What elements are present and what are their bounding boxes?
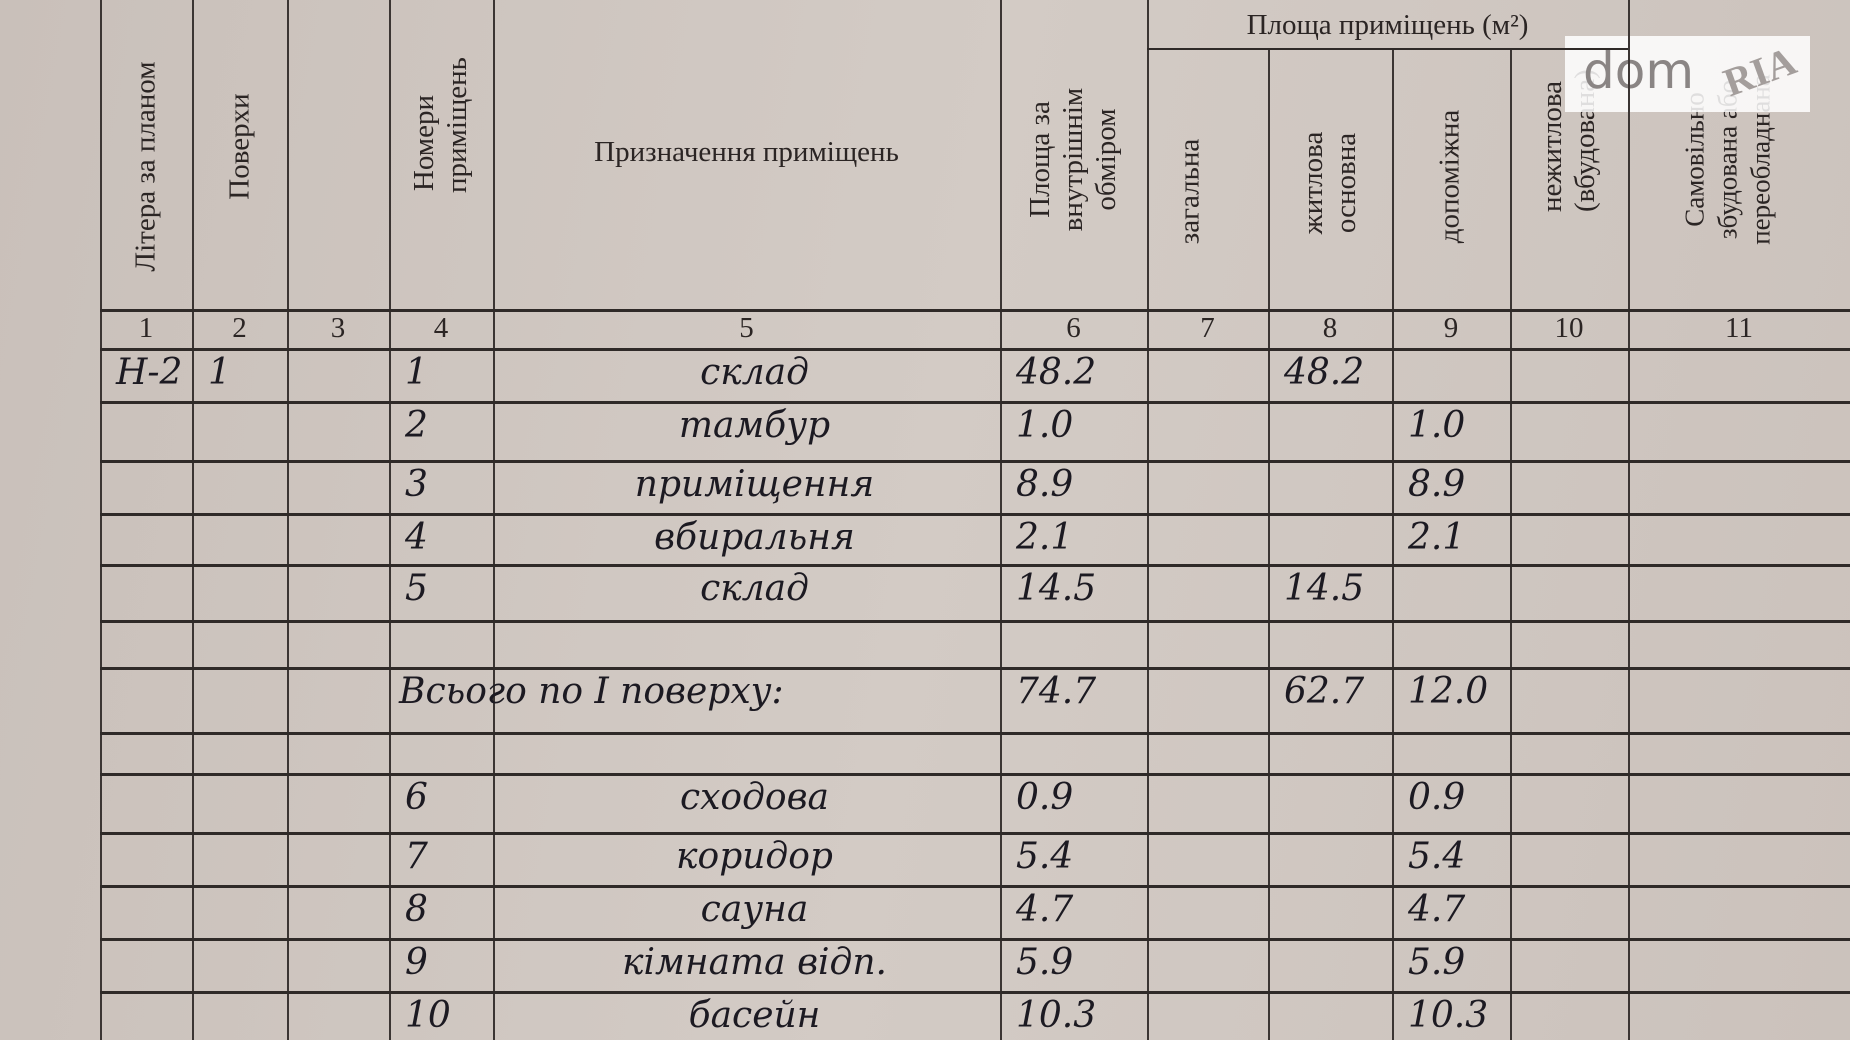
row-divider	[100, 832, 1850, 835]
header-auxiliary: допоміжна	[1433, 109, 1466, 244]
row-area: 1.0	[1016, 405, 1074, 446]
row-aux: 5.9	[1408, 942, 1466, 983]
header-inner-area: Площа за внутрішнім обміром	[1024, 87, 1122, 232]
row-aux: 2.1	[1408, 517, 1466, 558]
column-number: 1	[138, 312, 154, 344]
column-divider	[493, 0, 495, 1040]
logo-dom: dom	[1583, 42, 1695, 100]
column-divider	[100, 0, 102, 1040]
column-number: 4	[433, 312, 449, 344]
row-area: 14.5	[1016, 568, 1097, 609]
row-area: 5.9	[1016, 942, 1074, 983]
row-divider	[100, 460, 1850, 463]
row-aux: 1.0	[1408, 405, 1466, 446]
row-divider	[100, 348, 1850, 351]
row-no: 9	[405, 942, 428, 983]
header-purpose: Призначення приміщень	[594, 136, 899, 168]
column-number: 10	[1554, 312, 1584, 344]
row-aux: 5.4	[1408, 836, 1466, 877]
column-divider	[192, 0, 194, 1040]
row-area: 74.7	[1016, 671, 1097, 712]
row-purpose: склад	[700, 568, 809, 609]
row-aux: 0.9	[1408, 777, 1466, 818]
row-divider	[100, 620, 1850, 623]
header-area-group: Площа приміщень (м²)	[1246, 9, 1529, 41]
row-divider	[100, 732, 1850, 735]
row-aux: 12.0	[1408, 671, 1489, 712]
row-living: 48.2	[1284, 352, 1365, 393]
row-purpose: сходова	[679, 777, 830, 818]
row-floor: 1	[208, 352, 231, 393]
area-group-divider	[1147, 48, 1628, 50]
column-number: 9	[1443, 312, 1459, 344]
row-no: 8	[405, 889, 428, 930]
domria-watermark-logo: dom RIA	[1565, 36, 1810, 112]
row-purpose: Всього по I поверху:	[399, 671, 784, 712]
column-number: 7	[1200, 312, 1215, 344]
row-area: 48.2	[1016, 352, 1097, 393]
column-divider	[1392, 50, 1394, 1040]
row-area: 2.1	[1016, 517, 1074, 558]
row-aux: 4.7	[1408, 889, 1466, 930]
row-aux: 10.3	[1408, 995, 1489, 1036]
row-divider	[100, 991, 1850, 994]
header-room-numbers: Номери приміщень	[408, 57, 473, 193]
column-divider	[389, 0, 391, 1040]
row-no: 7	[405, 836, 428, 877]
row-purpose: тамбур	[678, 405, 831, 446]
column-divider	[287, 0, 289, 1040]
row-no: 10	[405, 995, 451, 1036]
row-litera: Н-2	[116, 352, 183, 393]
row-purpose: басейн	[688, 995, 821, 1036]
row-area: 10.3	[1016, 995, 1097, 1036]
row-purpose: вбиральня	[654, 517, 855, 558]
row-living: 14.5	[1284, 568, 1365, 609]
row-no: 5	[405, 568, 428, 609]
row-area: 8.9	[1016, 464, 1074, 505]
row-purpose: коридор	[676, 836, 833, 877]
row-purpose: приміщення	[634, 464, 875, 505]
column-divider	[1268, 50, 1270, 1040]
row-area: 4.7	[1016, 889, 1074, 930]
row-divider	[100, 773, 1850, 776]
row-purpose: сауна	[700, 889, 809, 930]
header-living: житлова основна	[1297, 131, 1362, 235]
row-no: 3	[405, 464, 428, 505]
header-litera: Літера за планом	[129, 61, 162, 272]
row-living: 62.7	[1284, 671, 1365, 712]
row-divider	[100, 667, 1850, 670]
row-divider	[100, 513, 1850, 516]
column-number: 5	[739, 312, 754, 344]
header-bottom-rule	[100, 309, 1850, 312]
column-number: 3	[330, 312, 346, 344]
row-purpose: склад	[700, 352, 809, 393]
header-floors: Поверхи	[223, 93, 256, 200]
column-divider	[1000, 0, 1002, 1040]
column-divider	[1510, 50, 1512, 1040]
header-total: загальна	[1173, 138, 1206, 245]
row-no: 2	[405, 405, 428, 446]
row-divider	[100, 401, 1850, 404]
row-purpose: кімната відп.	[622, 942, 887, 983]
column-number: 11	[1725, 312, 1753, 344]
row-divider	[100, 885, 1850, 888]
row-no: 1	[405, 352, 428, 393]
row-divider	[100, 564, 1850, 567]
row-no: 6	[405, 777, 428, 818]
column-number: 8	[1322, 312, 1338, 344]
row-aux: 8.9	[1408, 464, 1466, 505]
column-divider	[1147, 0, 1149, 1040]
column-number: 2	[232, 312, 247, 344]
row-no: 4	[405, 517, 428, 558]
column-divider	[1628, 0, 1630, 1040]
column-number: 6	[1066, 312, 1081, 344]
row-area: 5.4	[1016, 836, 1074, 877]
logo-ria: RIA	[1717, 37, 1802, 106]
row-divider	[100, 938, 1850, 941]
row-area: 0.9	[1016, 777, 1074, 818]
